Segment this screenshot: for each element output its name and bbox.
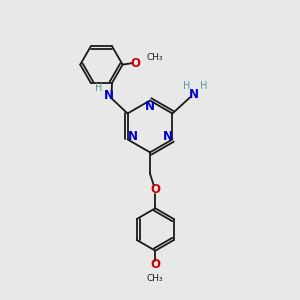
Text: O: O	[150, 258, 160, 271]
Text: N: N	[189, 88, 199, 101]
Text: N: N	[103, 89, 113, 102]
Text: H: H	[200, 81, 207, 91]
Text: O: O	[150, 183, 160, 196]
Text: H: H	[95, 83, 103, 94]
Text: N: N	[163, 130, 172, 143]
Text: CH₃: CH₃	[147, 53, 163, 62]
Text: O: O	[131, 57, 141, 70]
Text: N: N	[145, 100, 155, 113]
Text: CH₃: CH₃	[147, 274, 164, 283]
Text: H: H	[183, 81, 190, 91]
Text: N: N	[128, 130, 137, 143]
